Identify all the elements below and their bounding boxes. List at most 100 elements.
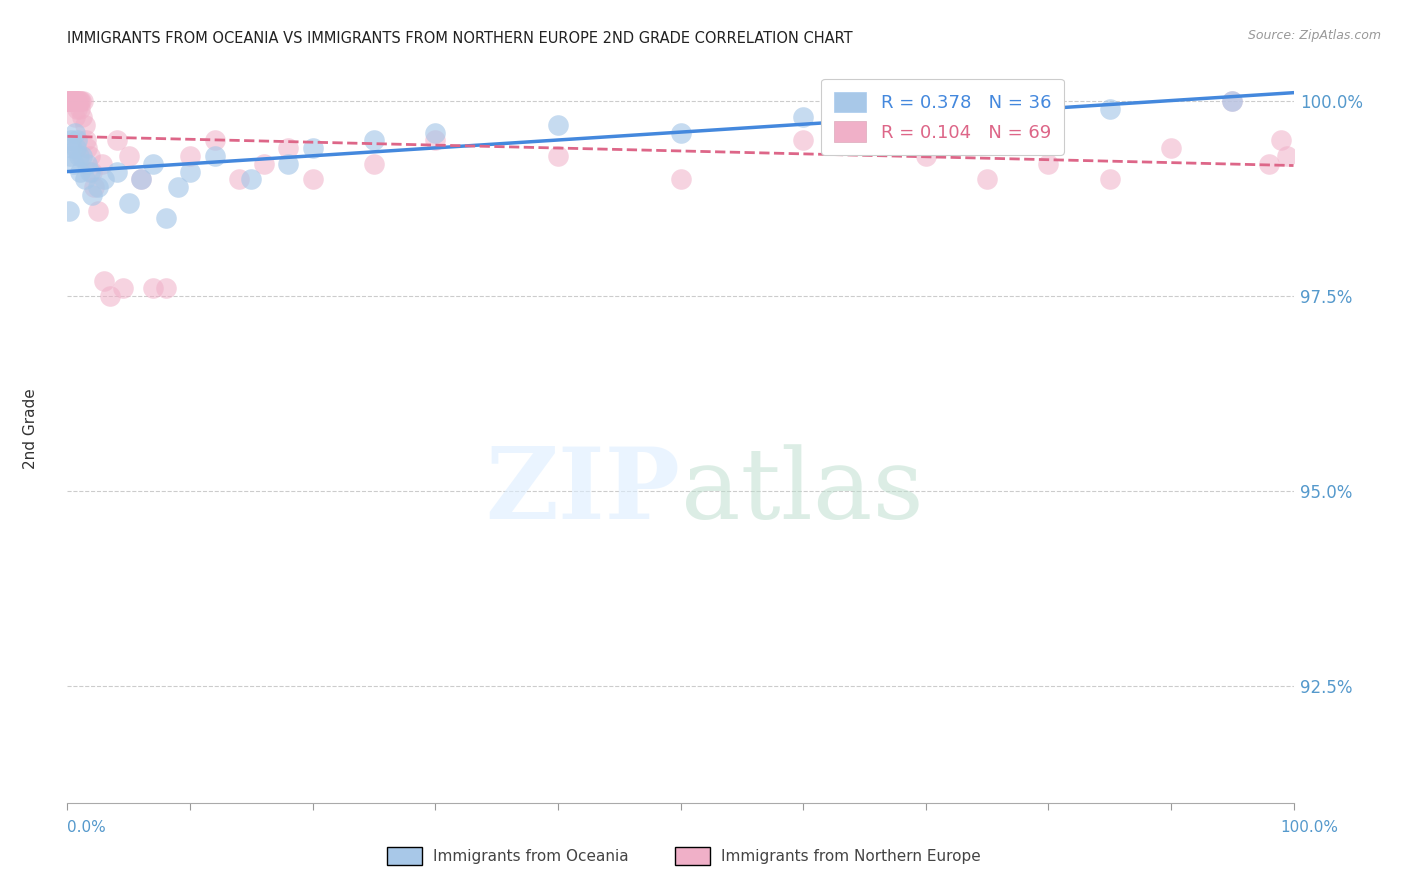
Point <box>63 126 86 140</box>
Point <box>62 95 84 109</box>
Point <box>58 203 80 218</box>
Point <box>547 118 569 132</box>
Point <box>1038 157 1060 171</box>
Point <box>58 95 80 109</box>
Point <box>204 133 226 147</box>
Point <box>79 164 101 178</box>
Point <box>70 149 93 163</box>
Point <box>69 95 91 109</box>
Point <box>63 95 86 109</box>
Text: 100.0%: 100.0% <box>1281 821 1339 835</box>
Point <box>87 180 110 194</box>
Point <box>301 172 323 186</box>
Text: 2nd Grade: 2nd Grade <box>24 388 38 468</box>
Point <box>976 102 998 116</box>
Point <box>204 149 226 163</box>
Point <box>914 149 936 163</box>
Point <box>66 102 89 116</box>
Point <box>155 211 177 226</box>
Point <box>66 133 89 147</box>
Point <box>1277 149 1299 163</box>
Point <box>73 172 96 186</box>
Point <box>277 157 299 171</box>
Point <box>59 95 82 109</box>
Point <box>60 95 83 109</box>
Point <box>425 126 447 140</box>
Point <box>425 133 447 147</box>
Point <box>792 133 814 147</box>
Point <box>60 95 83 109</box>
Point <box>179 149 201 163</box>
Point <box>63 95 86 109</box>
Point <box>547 149 569 163</box>
Point <box>60 95 83 109</box>
Point <box>253 157 276 171</box>
Point <box>58 95 80 109</box>
Point <box>129 172 152 186</box>
Point <box>1160 141 1182 155</box>
Point <box>87 203 110 218</box>
Point <box>62 157 84 171</box>
Point <box>60 95 83 109</box>
Point <box>59 95 82 109</box>
Point <box>67 149 90 163</box>
Point <box>277 141 299 155</box>
Point <box>363 133 385 147</box>
Text: Immigrants from Northern Europe: Immigrants from Northern Europe <box>721 849 981 863</box>
Legend: R = 0.378   N = 36, R = 0.104   N = 69: R = 0.378 N = 36, R = 0.104 N = 69 <box>821 78 1064 155</box>
Point <box>62 95 84 109</box>
Point <box>58 95 80 109</box>
Point <box>142 157 165 171</box>
Text: IMMIGRANTS FROM OCEANIA VS IMMIGRANTS FROM NORTHERN EUROPE 2ND GRADE CORRELATION: IMMIGRANTS FROM OCEANIA VS IMMIGRANTS FR… <box>67 31 853 46</box>
Point <box>72 95 94 109</box>
Point <box>118 195 141 210</box>
Point <box>73 118 96 132</box>
Point <box>83 180 105 194</box>
Point <box>60 141 83 155</box>
Point <box>1270 133 1292 147</box>
Point <box>363 157 385 171</box>
Point <box>65 95 87 109</box>
Point <box>80 164 103 178</box>
Point <box>62 95 84 109</box>
Point <box>228 172 250 186</box>
Point <box>67 95 90 109</box>
Text: 0.0%: 0.0% <box>67 821 107 835</box>
Point <box>66 95 89 109</box>
Point <box>301 141 323 155</box>
Point <box>75 133 97 147</box>
Point <box>155 281 177 295</box>
Point <box>976 172 998 186</box>
Point <box>100 289 122 303</box>
Point <box>60 95 83 109</box>
Point <box>129 172 152 186</box>
Point <box>59 149 82 163</box>
Point <box>63 110 86 124</box>
Point <box>69 102 91 116</box>
Point <box>1220 95 1243 109</box>
Point <box>70 110 93 124</box>
Point <box>166 180 188 194</box>
Point <box>60 95 83 109</box>
Point <box>66 95 89 109</box>
Point <box>90 157 112 171</box>
Text: Source: ZipAtlas.com: Source: ZipAtlas.com <box>1247 29 1381 42</box>
Point <box>60 133 83 147</box>
Point <box>792 110 814 124</box>
Point <box>59 95 82 109</box>
Point <box>76 141 98 155</box>
Point <box>63 95 86 109</box>
Point <box>79 149 101 163</box>
Point <box>70 95 93 109</box>
Point <box>1220 95 1243 109</box>
Text: atlas: atlas <box>681 444 924 540</box>
Point <box>60 95 83 109</box>
Point <box>105 133 128 147</box>
Point <box>65 141 87 155</box>
Point <box>93 172 115 186</box>
Point <box>669 172 692 186</box>
Point <box>76 157 98 171</box>
Point <box>69 164 91 178</box>
Point <box>105 164 128 178</box>
Point <box>142 281 165 295</box>
